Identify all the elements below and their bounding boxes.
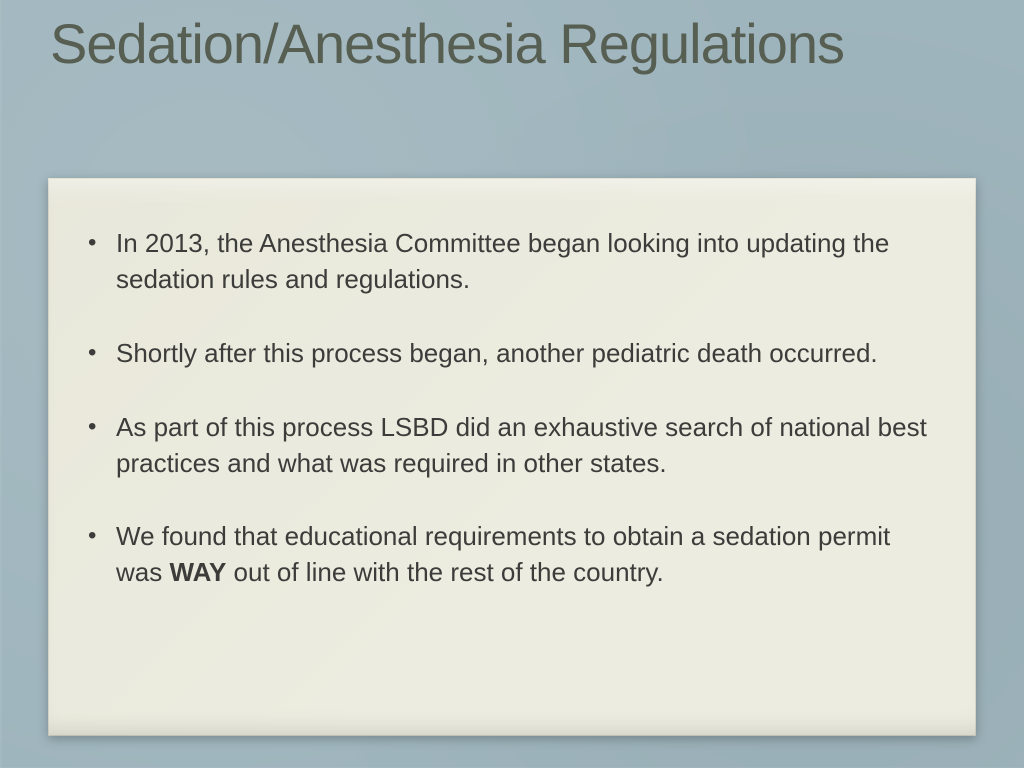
list-item: In 2013, the Anesthesia Committee began …: [82, 226, 942, 298]
bullet-text: In 2013, the Anesthesia Committee began …: [116, 228, 889, 294]
bullet-text: As part of this process LSBD did an exha…: [116, 412, 927, 478]
bullet-list: In 2013, the Anesthesia Committee began …: [82, 226, 942, 591]
list-item: Shortly after this process began, anothe…: [82, 336, 942, 372]
list-item: We found that educational requirements t…: [82, 519, 942, 591]
bullet-text-post: out of line with the rest of the country…: [226, 557, 663, 587]
content-card: In 2013, the Anesthesia Committee began …: [48, 178, 976, 736]
slide-title: Sedation/Anesthesia Regulations: [50, 12, 974, 76]
bullet-text-bold: WAY: [169, 557, 226, 587]
list-item: As part of this process LSBD did an exha…: [82, 410, 942, 482]
title-area: Sedation/Anesthesia Regulations: [50, 12, 974, 76]
bullet-text: Shortly after this process began, anothe…: [116, 338, 878, 368]
presentation-slide: Sedation/Anesthesia Regulations In 2013,…: [0, 0, 1024, 768]
